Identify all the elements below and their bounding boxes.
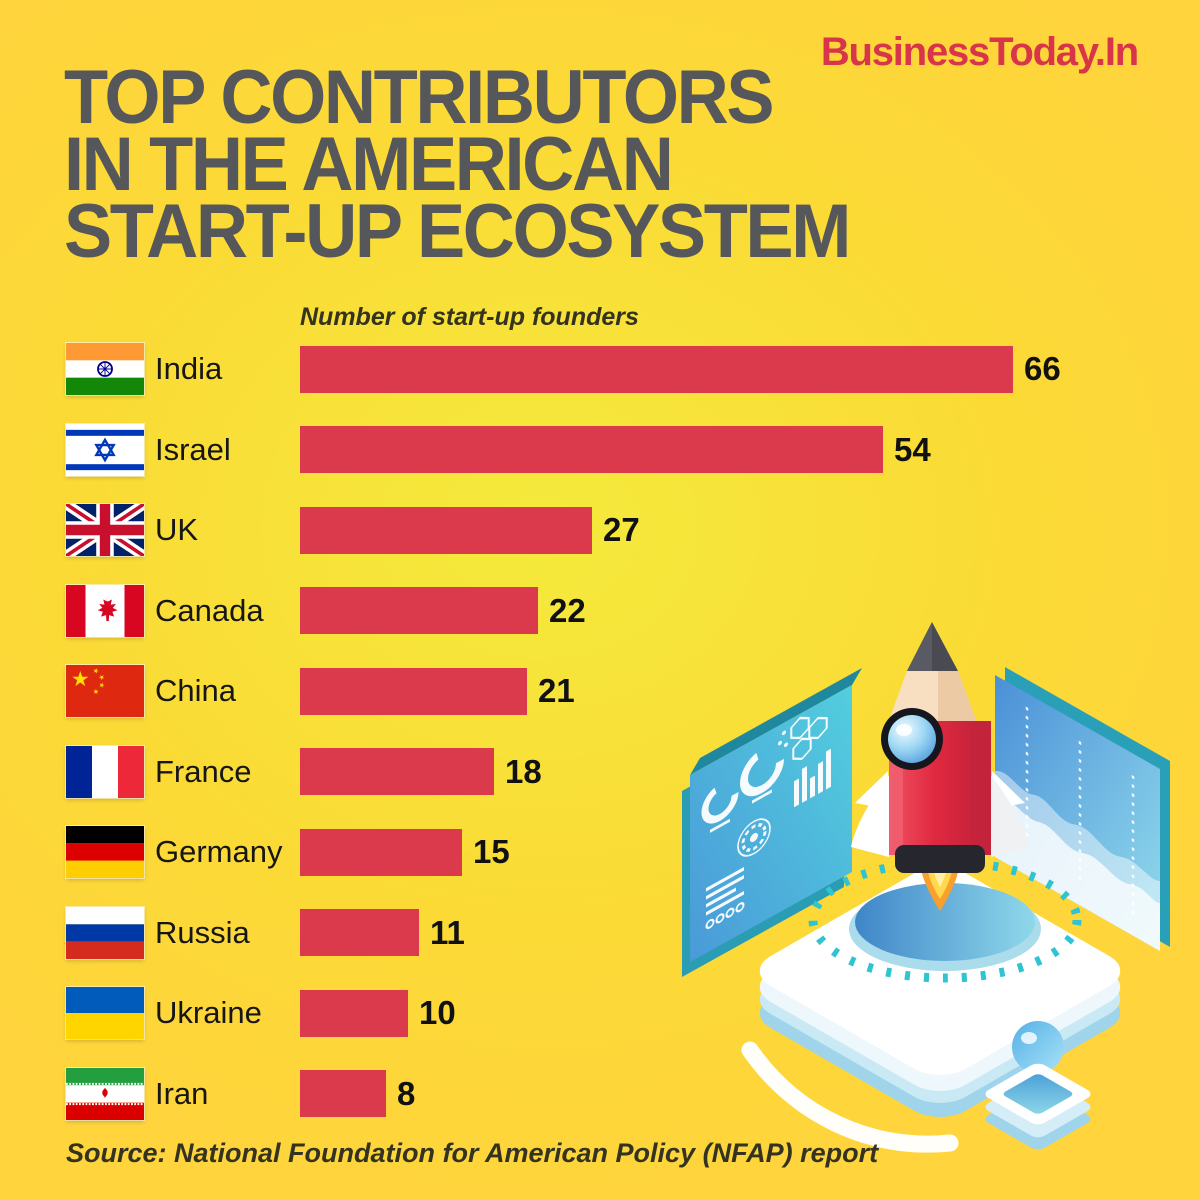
analytics-screen-left-icon (682, 668, 862, 977)
table-row: Germany 15 (0, 812, 1200, 893)
brand-logo: BusinessToday.In (820, 30, 1139, 74)
germany-flag-icon (66, 826, 144, 878)
value-label: 18 (505, 752, 542, 790)
title-line-3: START-UP ECOSYSTEM (64, 189, 851, 274)
country-label: UK (155, 512, 199, 548)
startup-rocket-illustration (682, 622, 1170, 1153)
israel-flag-icon (66, 424, 144, 476)
title-line-1: TOP CONTRIBUTORS (64, 55, 775, 140)
bar (300, 506, 592, 554)
swoosh-arrow-icon (741, 1041, 959, 1153)
bar-track: 54 (300, 426, 931, 473)
bar-track: 11 (300, 909, 465, 956)
country-label: India (155, 351, 223, 387)
bar (300, 667, 527, 715)
table-row: China 21 (0, 651, 1200, 732)
uk-flag-icon (66, 504, 144, 556)
russia-flag-icon (66, 907, 144, 959)
table-row: UK 27 (0, 490, 1200, 571)
table-row: Canada 22 (0, 571, 1200, 652)
country-label: Canada (155, 592, 264, 628)
bar (300, 587, 538, 634)
axis-label: Number of start-up founders (300, 303, 639, 331)
bar (300, 1070, 386, 1117)
source-note: Source: National Foundation for American… (66, 1138, 879, 1168)
table-row: Ukraine 10 (0, 973, 1200, 1054)
country-label: Russia (155, 914, 250, 950)
country-label: Israel (155, 431, 231, 467)
ukraine-flag-icon (66, 987, 144, 1039)
bar-chart: India 66 Israel 54 UK 27 Cana (0, 329, 1200, 1134)
value-label: 66 (1024, 350, 1061, 387)
idea-bulb-icon (985, 1021, 1091, 1150)
bar-track: 15 (300, 828, 510, 876)
iran-flag-icon (66, 1068, 144, 1120)
value-label: 11 (430, 913, 465, 951)
bar (300, 345, 1013, 393)
value-label: 8 (397, 1074, 416, 1112)
bar (300, 828, 462, 876)
bar-track: 66 (300, 345, 1061, 393)
china-flag-icon (66, 665, 144, 717)
pencil-rocket-icon (851, 622, 1029, 873)
bar (300, 426, 883, 473)
table-row: Russia 11 (0, 893, 1200, 974)
table-row: Israel 54 (0, 410, 1200, 491)
bar-track: 10 (300, 989, 456, 1037)
analytics-screen-right-icon (995, 667, 1170, 952)
page-title: TOP CONTRIBUTORS IN THE AMERICAN START-U… (64, 55, 851, 274)
country-label: Germany (155, 834, 283, 870)
bar-track: 27 (300, 506, 640, 554)
table-row: France 18 (0, 732, 1200, 813)
bar (300, 909, 419, 956)
country-label: Ukraine (155, 995, 262, 1031)
india-flag-icon (66, 343, 144, 395)
country-label: China (155, 673, 236, 709)
country-label: Iran (155, 1075, 209, 1111)
canada-flag-icon (66, 585, 144, 637)
value-label: 10 (419, 994, 456, 1031)
value-label: 15 (473, 833, 510, 870)
table-row: India 66 (0, 329, 1200, 410)
bar-track: 21 (300, 667, 575, 715)
bar-track: 22 (300, 587, 586, 634)
value-label: 27 (603, 511, 640, 548)
value-label: 54 (894, 430, 931, 468)
value-label: 22 (549, 591, 586, 629)
value-label: 21 (538, 672, 575, 709)
bar-track: 8 (300, 1070, 415, 1117)
title-line-2: IN THE AMERICAN (64, 122, 674, 207)
france-flag-icon (66, 746, 144, 798)
country-label: France (155, 753, 252, 789)
bar-track: 18 (300, 748, 542, 795)
table-row: Iran 8 (0, 1054, 1200, 1135)
bar (300, 989, 408, 1037)
bar (300, 748, 494, 795)
